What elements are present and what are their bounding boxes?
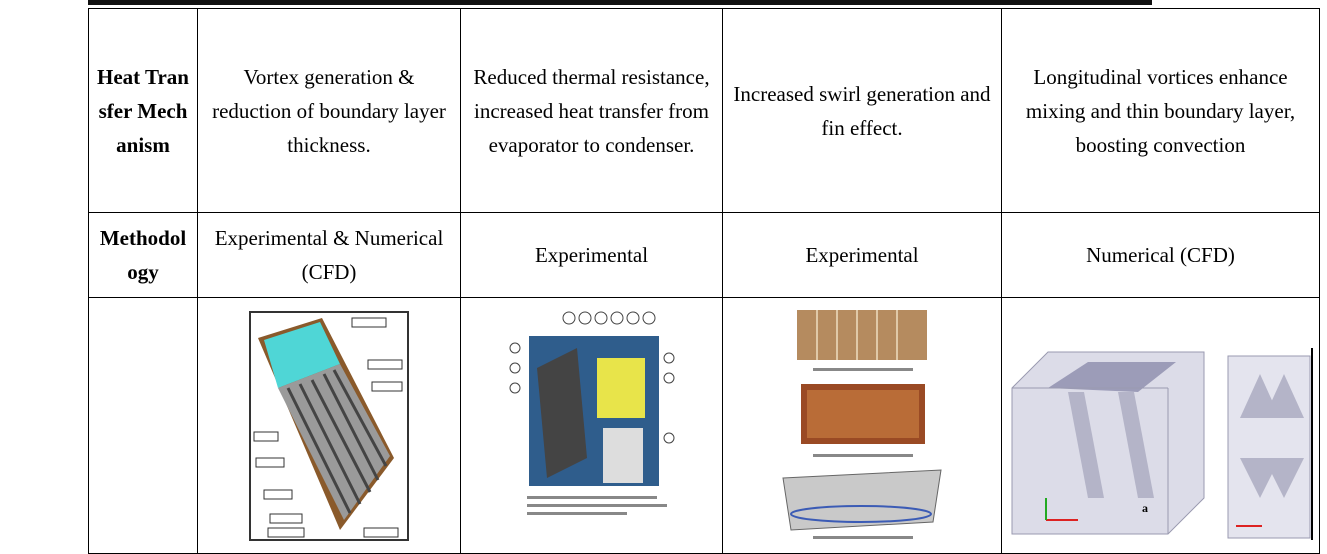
row-header: Methodology: [88, 212, 198, 298]
comparison-table: Heat Transfer Mechanism Vortex generatio…: [88, 8, 1320, 554]
table-cell: Numerical (CFD): [1001, 212, 1320, 298]
table-cell: Experimental & Numerical (CFD): [197, 212, 461, 298]
figure-cell: a: [1001, 297, 1320, 554]
collector-figure: [249, 310, 409, 541]
table-row: Heat Transfer Mechanism Vortex generatio…: [88, 8, 1320, 213]
table-cell: Increased swirl generation and fin effec…: [722, 8, 1002, 213]
table-row: a: [88, 297, 1320, 554]
table-cell: Experimental: [460, 212, 723, 298]
fabrication-photos: [782, 309, 942, 539]
table-row: Methodology Experimental & Numerical (CF…: [88, 212, 1320, 298]
table-cell: Longitudinal vortices enhance mixing and…: [1001, 8, 1320, 213]
table-cell: Experimental: [722, 212, 1002, 298]
table-cell: Vortex generation & reduction of boundar…: [197, 8, 461, 213]
row-header: Heat Transfer Mechanism: [88, 8, 198, 213]
figure-cell: [460, 297, 723, 554]
svg-text:a: a: [1142, 501, 1148, 515]
figure-cell: [197, 297, 461, 554]
table-cell: [88, 297, 198, 554]
figure-cell: [722, 297, 1002, 554]
rig-photo: [509, 311, 674, 515]
top-rule: [88, 0, 1152, 5]
table-cell: Reduced thermal resistance, increased he…: [460, 8, 723, 213]
cfd-geometry: a: [1011, 347, 1313, 540]
